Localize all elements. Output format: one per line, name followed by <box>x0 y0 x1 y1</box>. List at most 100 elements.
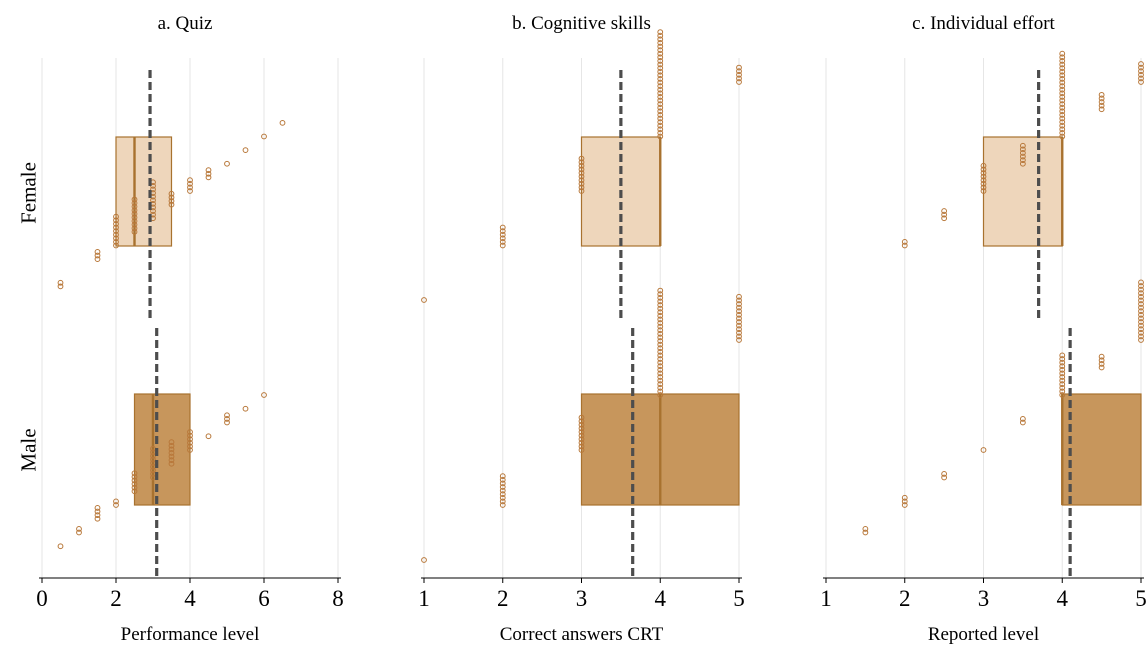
data-point <box>499 498 506 505</box>
data-point <box>736 333 742 340</box>
data-point <box>1138 319 1144 325</box>
data-point <box>657 58 664 64</box>
data-point <box>1019 142 1026 149</box>
data-point <box>578 447 585 453</box>
data-point <box>499 502 506 508</box>
data-point <box>1059 79 1066 86</box>
data-point <box>1138 68 1144 75</box>
data-point <box>657 130 664 136</box>
data-point <box>113 242 119 249</box>
data-point <box>1098 364 1105 371</box>
data-point <box>578 425 585 432</box>
data-point <box>657 65 664 71</box>
data-point <box>657 327 664 334</box>
data-point <box>1019 160 1026 167</box>
data-point <box>113 235 119 242</box>
data-point <box>980 166 987 173</box>
data-point <box>168 457 175 464</box>
data-point <box>187 429 193 435</box>
data-point <box>1059 65 1066 71</box>
data-point <box>131 203 138 210</box>
data-point <box>131 218 138 224</box>
data-point <box>168 194 175 201</box>
data-point <box>1059 363 1066 370</box>
data-point <box>1059 112 1066 118</box>
data-point <box>657 47 664 53</box>
x-tick-label: 4 <box>1057 586 1069 611</box>
data-point <box>657 72 664 79</box>
data-point <box>131 228 138 235</box>
data-point <box>1059 388 1066 395</box>
data-point <box>1138 322 1144 329</box>
panel-title: c. Individual effort <box>912 13 1055 34</box>
data-point <box>168 442 175 449</box>
data-point <box>1059 68 1066 75</box>
data-point <box>187 180 193 187</box>
data-point <box>1059 115 1066 122</box>
data-point <box>657 345 664 352</box>
data-point <box>657 312 664 319</box>
data-point <box>1019 419 1026 426</box>
data-point <box>1098 95 1105 102</box>
data-point <box>1059 86 1066 93</box>
data-point <box>657 359 664 366</box>
data-point <box>279 119 286 126</box>
data-point <box>657 316 664 323</box>
data-point <box>499 239 506 245</box>
data-point <box>168 198 175 204</box>
data-point <box>168 453 175 460</box>
data-point <box>1059 122 1066 129</box>
data-point <box>1138 283 1144 289</box>
x-tick-label: 8 <box>332 586 344 611</box>
data-point <box>980 173 987 180</box>
data-point <box>657 305 664 312</box>
data-point <box>224 160 230 167</box>
data-point <box>1138 333 1144 340</box>
data-point <box>736 308 742 315</box>
data-point <box>205 174 212 181</box>
data-point <box>94 508 101 515</box>
data-point <box>1098 102 1105 109</box>
data-point <box>113 224 119 231</box>
data-point <box>1059 90 1066 97</box>
data-point <box>131 200 138 206</box>
data-point <box>980 170 987 176</box>
box-male <box>1061 393 1142 506</box>
data-point <box>1138 297 1144 304</box>
data-point <box>499 480 506 487</box>
data-point <box>131 484 138 491</box>
data-point <box>1019 153 1026 160</box>
data-point <box>901 494 908 501</box>
data-point <box>657 54 664 61</box>
data-point <box>168 446 175 453</box>
data-point <box>1138 61 1144 67</box>
data-point <box>980 447 987 453</box>
data-point <box>1059 359 1066 366</box>
x-tick-label: 2 <box>110 586 122 611</box>
data-point <box>901 242 908 249</box>
data-point <box>261 133 267 140</box>
data-point <box>168 460 175 467</box>
data-point <box>736 322 742 329</box>
data-point <box>94 249 101 255</box>
data-point <box>499 494 506 501</box>
data-point <box>941 215 948 222</box>
data-point <box>657 388 664 395</box>
x-tick-label: 3 <box>576 586 588 611</box>
data-point <box>657 330 664 337</box>
x-tick-label: 0 <box>36 586 48 611</box>
data-point <box>980 180 987 187</box>
data-point <box>657 32 664 39</box>
data-point <box>736 64 742 71</box>
data-point <box>657 374 664 380</box>
data-point <box>736 301 742 307</box>
data-point <box>657 119 664 125</box>
data-point <box>499 473 506 480</box>
data-point <box>657 392 664 398</box>
data-point <box>499 491 506 498</box>
data-point <box>1019 157 1026 164</box>
data-point <box>242 405 249 412</box>
data-point <box>150 197 156 204</box>
data-point <box>1059 119 1066 125</box>
